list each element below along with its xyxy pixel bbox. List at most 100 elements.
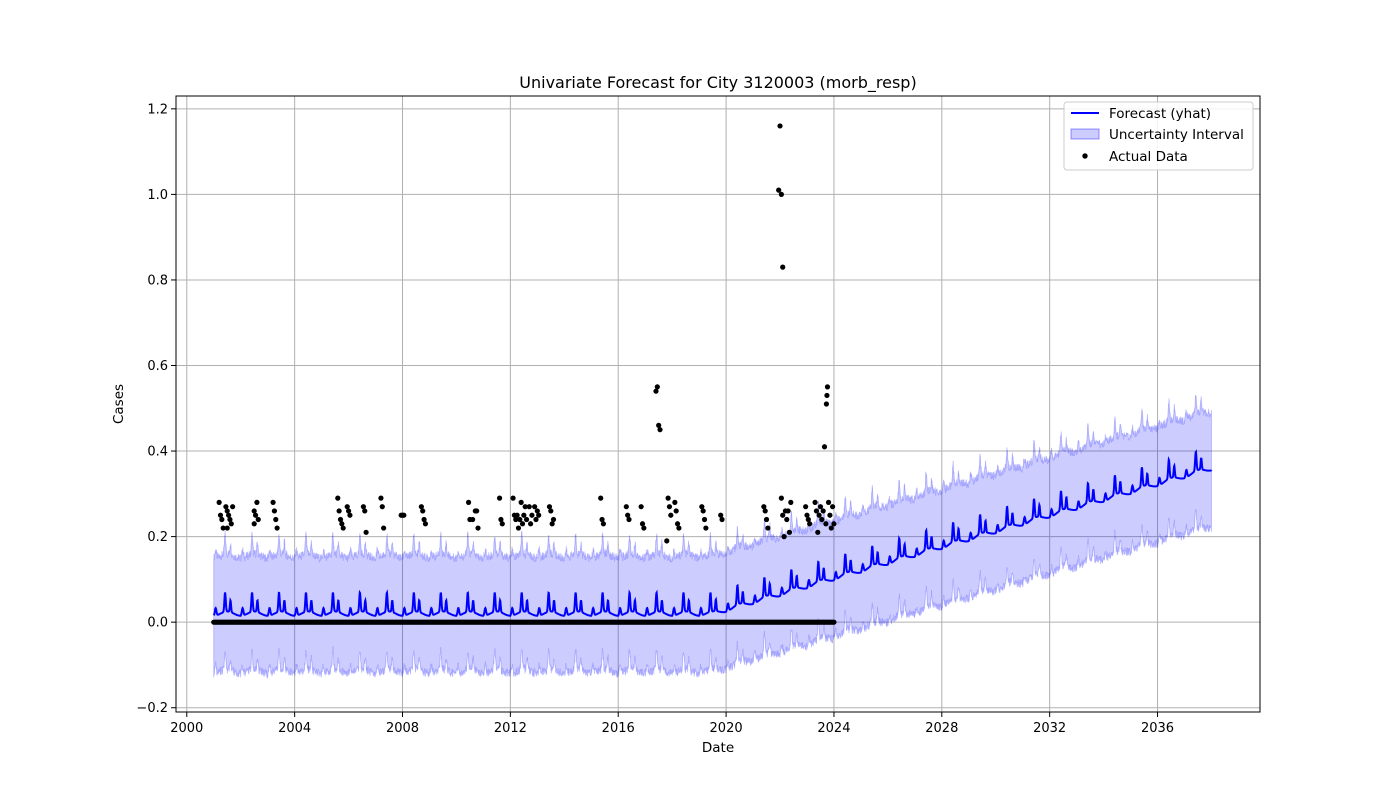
actual-point (519, 521, 526, 527)
x-tick-label: 2016 (602, 721, 635, 736)
actual-point (653, 388, 659, 394)
actual-point (216, 499, 222, 505)
chart-title: Univariate Forecast for City 3120003 (mo… (519, 73, 916, 93)
legend-box (1063, 101, 1254, 171)
actual-point (825, 499, 832, 505)
actual-point (534, 508, 540, 514)
actual-point (347, 512, 353, 518)
actual-point (420, 508, 426, 514)
actual-point (379, 504, 385, 510)
actual-point (623, 504, 629, 510)
actual-point (217, 512, 224, 518)
x-axis-ticks: 2000 2004 2008 2012 2016 2020 2024 2028 2032 2036 (170, 712, 1174, 736)
actual-point (335, 495, 341, 501)
actual-point (664, 538, 670, 544)
actual-point (821, 444, 828, 450)
actual-point (336, 508, 342, 514)
actual-point (518, 499, 524, 505)
actual-point (824, 392, 830, 399)
x-tick-label: 2020 (710, 721, 743, 736)
actual-point (598, 495, 604, 501)
actual-point (522, 504, 528, 510)
actual-point (521, 512, 527, 518)
actual-point (496, 495, 503, 501)
actual-point (639, 521, 646, 527)
actual-point (665, 495, 671, 501)
actual-point (228, 521, 234, 527)
x-tick-label: 2036 (1141, 721, 1174, 736)
actual-point (762, 508, 768, 514)
actual-points-layer (211, 123, 837, 625)
actual-point (526, 504, 532, 510)
actual-point (674, 521, 681, 527)
actual-point (270, 499, 276, 505)
actual-point (777, 123, 783, 129)
actual-point (548, 508, 554, 514)
actual-point (699, 504, 705, 510)
legend-actual-swatch (1082, 153, 1088, 159)
actual-point (360, 504, 367, 510)
actual-point (527, 521, 534, 527)
forecast-line (212, 449, 1213, 617)
legend-interval-label: Uncertainty Interval (1109, 127, 1244, 143)
y-tick-label: 1.2 (147, 102, 168, 117)
actual-point (823, 401, 830, 407)
actual-point (778, 191, 784, 197)
forecast-line-layer (212, 449, 1213, 617)
actual-point (255, 516, 261, 523)
x-tick-label: 2004 (278, 721, 311, 736)
x-tick-label: 2012 (494, 721, 527, 736)
actual-point (227, 516, 233, 523)
actual-point (654, 384, 660, 390)
actual-point (510, 495, 516, 501)
actual-point (827, 512, 833, 518)
actual-point (672, 499, 678, 505)
x-tick-label: 2000 (170, 721, 203, 736)
actual-point (475, 525, 481, 531)
actual-point (220, 525, 226, 531)
actual-point (784, 516, 790, 523)
y-tick-label: −0.2 (136, 701, 168, 716)
actual-point (230, 504, 236, 510)
actual-point (804, 512, 810, 518)
actual-point (533, 516, 539, 523)
actual-point (499, 521, 505, 527)
actual-point (656, 422, 662, 428)
legend: Forecast (yhat) Uncertainty Interval Act… (1063, 101, 1254, 171)
actual-point (626, 516, 632, 523)
actual-point (828, 525, 834, 531)
actual-point (701, 516, 708, 523)
actual-point (786, 529, 793, 535)
actual-point (599, 516, 605, 523)
y-tick-label: 0.2 (147, 530, 168, 545)
actual-point (523, 516, 530, 523)
actual-point (378, 495, 384, 501)
plot-frame (175, 95, 1261, 713)
actual-point (532, 504, 538, 510)
actual-point (498, 516, 504, 523)
actual-point (401, 512, 407, 518)
actual-point (513, 516, 519, 523)
actual-point (823, 521, 829, 527)
actual-point (536, 512, 542, 518)
x-tick-label: 2024 (817, 721, 850, 736)
actual-point (345, 508, 352, 514)
actual-point (252, 512, 259, 518)
actual-point (224, 525, 230, 531)
actual-point (362, 508, 368, 514)
actual-point (514, 512, 520, 518)
actual-point (805, 516, 811, 523)
actual-point (700, 508, 706, 514)
y-tick-label: 0.6 (147, 359, 168, 374)
actual-point (830, 504, 836, 510)
actual-point (807, 521, 813, 527)
x-tick-label: 2032 (1033, 721, 1066, 736)
legend-forecast-label: Forecast (yhat) (1109, 106, 1211, 122)
y-axis-title: Cases (111, 384, 127, 424)
actual-point (418, 504, 424, 510)
legend-interval-swatch (1070, 128, 1100, 140)
actual-point (550, 516, 557, 523)
actual-point (676, 525, 682, 531)
actual-point (600, 521, 607, 527)
